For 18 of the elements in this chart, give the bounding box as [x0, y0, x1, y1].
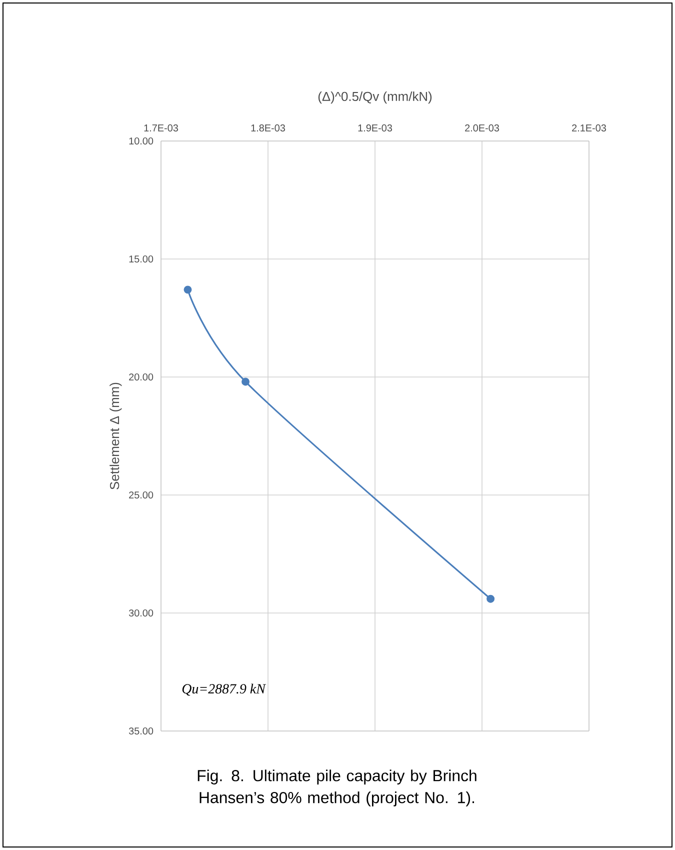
x-tick-label: 1.8E-03 — [251, 124, 286, 132]
y-tick-label: 25.00 — [129, 491, 154, 499]
point — [486, 594, 495, 603]
caption: Fig. 8. Ultimate pile capacity by Brinch Hansen’s 80% method (project No. 1). — [198, 770, 476, 806]
y-tick-label: 15.00 — [129, 255, 154, 263]
x-tick-label: 1.7E-03 — [144, 124, 178, 132]
y-tick-label: 20.00 — [129, 373, 154, 381]
point — [184, 286, 192, 294]
x-tick-label: 2.0E-03 — [465, 124, 500, 132]
x-axis-title: (Δ)^0.5/Qv (mm/kN) — [318, 92, 432, 104]
annotation: Qu=2887.9 kN — [182, 684, 266, 696]
y-tick-label: 35.00 — [128, 727, 154, 735]
y-tick-label: 30.00 — [128, 609, 154, 617]
point — [242, 378, 250, 386]
x-tick-label: 1.9E-03 — [358, 124, 392, 132]
x-tick-label: 2.1E-03 — [572, 124, 606, 132]
y-tick-label: 10.00 — [129, 137, 154, 145]
y-axis-title: Settlement Δ (mm) — [110, 382, 122, 490]
